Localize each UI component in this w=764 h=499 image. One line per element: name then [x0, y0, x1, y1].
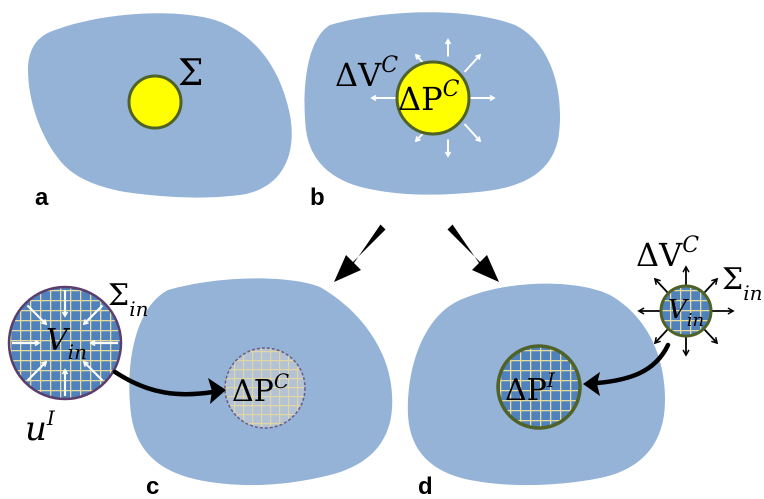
panel-label-a: a — [35, 184, 49, 211]
arrow-to-c — [334, 224, 386, 282]
sigma-in-label-c: Σin — [108, 278, 149, 321]
sigma-in-label-d: Σin — [722, 262, 763, 305]
delta-p-label-d: ΔPI — [505, 368, 556, 408]
insertion-arrow-d — [594, 342, 671, 386]
panel-b: ΔPC ΔVC b — [304, 12, 561, 211]
expansion-arrows-d — [639, 267, 733, 355]
panel-a: Σ a — [28, 13, 292, 211]
panel-d: ΔPI Vin ΔVC Σin d — [407, 233, 763, 499]
compression-arrows-c — [12, 290, 118, 396]
v-in-label-c: Vin — [46, 323, 87, 364]
arrow-to-d — [447, 224, 499, 282]
delta-p-label-b: ΔPC — [398, 77, 460, 118]
panel-label-b: b — [310, 184, 325, 211]
inclusion-d — [496, 344, 582, 430]
branch-arrows — [334, 224, 499, 282]
delta-v-label-d: ΔVC — [636, 233, 699, 274]
sigma-label-a: Σ — [178, 53, 203, 94]
delta-v-label-b: ΔVC — [335, 53, 398, 94]
inclusion-b — [395, 60, 471, 136]
u-label-c: uI — [25, 406, 56, 449]
inclusion-small-d — [659, 284, 713, 338]
insertion-arrowhead-d — [583, 372, 600, 396]
insertion-arrowhead-c — [208, 378, 226, 404]
cavity-c — [224, 347, 306, 429]
panel-label-d: d — [418, 473, 433, 499]
delta-p-label-c: ΔPC — [232, 369, 289, 409]
insertion-arrow-c — [112, 369, 216, 397]
inclusion-a — [127, 74, 183, 130]
panel-c: ΔPC Vin Σin uI c — [7, 278, 393, 499]
v-in-label-d: Vin — [668, 295, 704, 331]
panel-label-c: c — [146, 473, 159, 499]
